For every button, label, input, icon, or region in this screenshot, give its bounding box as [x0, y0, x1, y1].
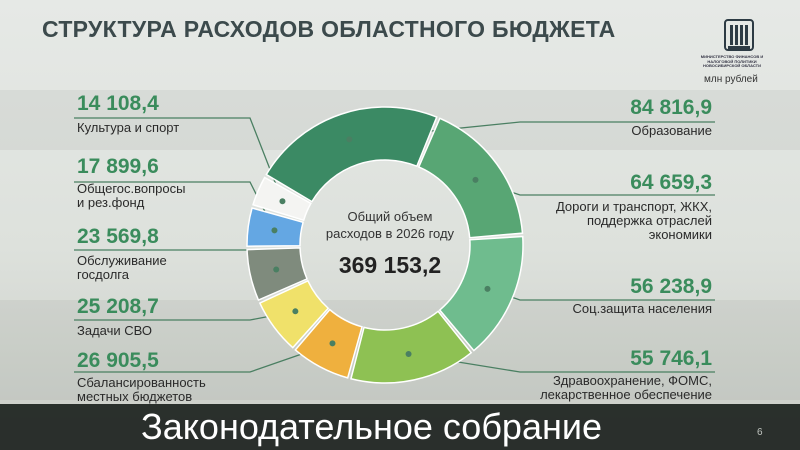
ministry-emblem-icon	[724, 19, 754, 51]
slice-value-roads: 64 659,3	[630, 171, 712, 194]
slice-label-debt: Обслуживание госдолга	[77, 253, 167, 282]
chart-center-total: 369 153,2	[338, 252, 442, 278]
donut-slice-education	[265, 106, 438, 203]
page-number: 6	[757, 427, 763, 438]
leader-dot-health	[405, 350, 412, 357]
slice-label-health: Здравоохранение, ФОМС, лекарственное обе…	[540, 373, 712, 402]
donut-slice-svo	[258, 279, 330, 349]
footer-caption: Законодательное собрание	[141, 406, 602, 447]
slice-label-svo: Задачи СВО	[77, 323, 152, 338]
slice-label-general: Общегос.вопросы и рез.фонд	[77, 181, 186, 210]
footer-bar	[0, 404, 800, 450]
slice-label-culture: Культура и спорт	[77, 120, 180, 135]
slice-label-local-budgets: Сбалансированность местных бюджетов	[77, 375, 206, 404]
slice-label-education: Образование	[631, 123, 712, 138]
leader-dot-culture	[279, 198, 286, 205]
slice-value-education: 84 816,9	[630, 96, 712, 119]
slice-value-local-budgets: 26 905,5	[77, 349, 159, 372]
donut-slice-local-budgets	[294, 308, 363, 379]
leader-dot-local-budgets	[329, 340, 336, 347]
slide-title: СТРУКТУРА РАСХОДОВ ОБЛАСТНОГО БЮДЖЕТА	[42, 16, 616, 42]
slice-value-social: 56 238,9	[630, 275, 712, 298]
donut-slice-roads	[417, 117, 524, 239]
leader-dot-debt	[273, 266, 280, 273]
slice-label-social: Соц.защита населения	[572, 301, 712, 316]
leader-dot-general	[271, 227, 278, 234]
donut-slice-social	[438, 235, 524, 352]
slice-value-svo: 25 208,7	[77, 295, 159, 318]
donut-slice-health	[350, 310, 473, 384]
leader-dot-education	[346, 136, 353, 143]
donut-slice-general	[246, 207, 305, 247]
donut-slice-debt	[246, 247, 309, 302]
leader-dot-roads	[472, 176, 479, 183]
slice-value-health: 55 746,1	[630, 347, 712, 370]
slice-label-roads: Дороги и транспорт, ЖКХ, поддержка отрас…	[555, 199, 712, 242]
leader-dots	[271, 136, 491, 357]
chart-center-caption: Общий объем расходов в 2026 году	[325, 209, 455, 241]
slice-value-culture: 14 108,4	[77, 92, 159, 115]
ministry-name: МИНИСТЕРСТВО ФИНАНСОВ И НАЛОГОВОЙ ПОЛИТИ…	[700, 54, 764, 69]
donut-slices	[246, 106, 524, 384]
leader-dot-svo	[292, 308, 299, 315]
leader-dot-social	[484, 285, 491, 292]
slice-value-general: 17 899,6	[77, 155, 159, 178]
slice-value-debt: 23 569,8	[77, 225, 159, 248]
unit-label: млн рублей	[704, 74, 758, 85]
